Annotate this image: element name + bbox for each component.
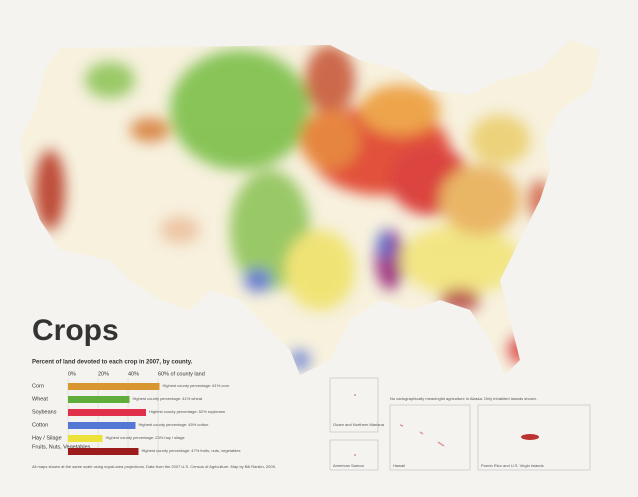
inset-label: Hawaii — [393, 463, 405, 468]
footer: All maps shown at the same scale using e… — [32, 464, 276, 469]
scale-label: 0% — [68, 371, 76, 377]
crop-bar — [68, 422, 136, 429]
inset-label: Puerto Rico and U.S. Virgin Islands — [481, 463, 544, 468]
crop-label: Corn — [32, 383, 44, 389]
crop-label: Hay / Silage — [32, 435, 62, 441]
crop-label: Soybeans — [32, 409, 57, 415]
title: Crops — [32, 314, 119, 347]
crop-label: Cotton — [32, 422, 48, 428]
crop-note: Highest county percentage: 23% hay / sil… — [106, 435, 186, 440]
legend: 0% 20% 40% 60% of county land Corn Highest co… — [32, 371, 240, 456]
crop-label: Fruits, Nuts, Vegetables — [32, 444, 91, 450]
inset-label: Guam and Northern Mariana — [333, 422, 385, 427]
crop-note: Highest county percentage: 61% corn — [163, 383, 230, 388]
scale-label: 20% — [98, 371, 109, 377]
crop-bar — [68, 409, 146, 416]
crop-bar — [68, 448, 139, 455]
crop-bar — [68, 396, 130, 403]
us-map — [20, 40, 600, 375]
inset-frames — [329, 377, 591, 471]
scale-label: 40% — [128, 371, 139, 377]
crop-note: Highest county percentage: 52% soybeans — [149, 409, 225, 414]
crop-bar — [68, 383, 160, 390]
scale-label: 60% of county land — [158, 371, 205, 377]
crop-note: Highest county percentage: 47% fruits, n… — [142, 448, 241, 453]
crop-bar — [68, 435, 103, 442]
subtitle: Percent of land devoted to each crop in … — [32, 360, 193, 366]
crop-note: Highest county percentage: 45% cotton — [139, 422, 209, 427]
crop-note: Highest county percentage: 41% wheat — [133, 396, 203, 401]
crop-label: Wheat — [32, 396, 48, 402]
inset-islands — [354, 394, 539, 456]
inset-label: American Samoa — [333, 463, 364, 468]
alaska-note: No cartographically meaningful agricultu… — [390, 396, 537, 401]
